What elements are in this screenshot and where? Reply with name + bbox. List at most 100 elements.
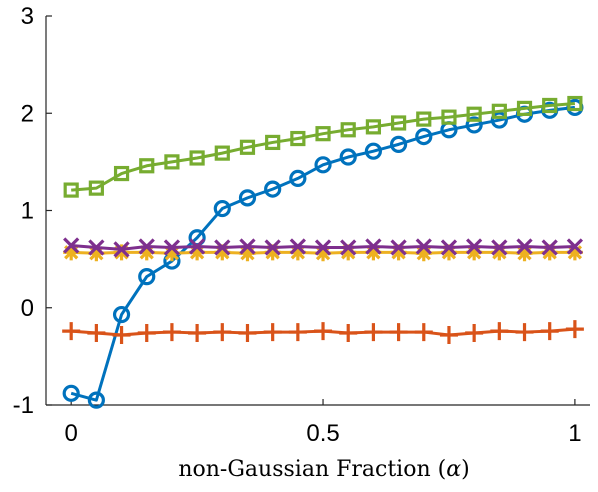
circle-marker (415, 127, 433, 146)
square-marker (441, 109, 457, 125)
plus-marker (490, 322, 509, 341)
asterisk-marker (566, 244, 583, 261)
plus-marker (238, 324, 257, 343)
circle-marker (238, 189, 257, 207)
axes: -1 0 1 2 3 0 0.5 1 (13, 3, 590, 447)
x-marker (88, 239, 105, 256)
asterisk-marker (63, 244, 80, 261)
plot-area (62, 95, 584, 409)
asterisk-marker (315, 245, 332, 262)
x-marker (466, 238, 483, 255)
series-line (71, 102, 576, 192)
square-marker (315, 126, 331, 142)
circle-marker (490, 111, 508, 129)
circle-marker (314, 156, 332, 174)
circle-marker (289, 169, 307, 188)
plus-marker (112, 325, 131, 344)
x-marker (138, 238, 155, 255)
square-marker (113, 165, 130, 182)
x-marker (113, 241, 130, 258)
plus-marker (188, 324, 207, 343)
asterisk-marker (163, 245, 180, 262)
asterisk-marker (516, 245, 533, 262)
x-tick-label: 1 (568, 420, 581, 447)
square-marker (189, 150, 205, 166)
plus-marker (389, 323, 408, 342)
x-tick-label: 0.5 (306, 420, 339, 447)
circle-marker (112, 305, 131, 324)
square-marker (466, 106, 482, 122)
circle-marker (138, 268, 156, 286)
asterisk-marker (239, 245, 256, 262)
x-marker (541, 239, 558, 256)
square-marker (390, 115, 407, 131)
square-marker (365, 119, 382, 135)
y-tick-label: 2 (21, 100, 34, 127)
square-marker (416, 111, 432, 127)
plus-marker (540, 322, 559, 341)
square-marker (139, 158, 155, 174)
plus-marker (414, 323, 433, 342)
circle-marker (87, 391, 105, 409)
square-marker (542, 97, 558, 114)
x-tick-label: 0 (65, 420, 78, 447)
plus-marker (263, 323, 282, 342)
x-axis-title-close: ) (461, 457, 470, 482)
circle-marker (364, 142, 383, 160)
plus-marker (364, 323, 383, 342)
plus-marker (137, 324, 156, 343)
square-marker (516, 100, 533, 116)
series-x (63, 237, 584, 258)
x-marker (63, 237, 80, 254)
square-marker (340, 122, 356, 138)
asterisk-marker (340, 244, 357, 261)
y-tick-label: 1 (21, 198, 34, 225)
x-marker (390, 239, 407, 256)
asterisk-marker (440, 244, 457, 261)
y-tick-label: 0 (21, 295, 34, 322)
asterisk-marker (138, 244, 155, 261)
plus-marker (162, 323, 181, 342)
square-marker (63, 182, 79, 198)
asterisk-marker (491, 244, 508, 261)
plus-marker (288, 323, 307, 342)
plus-marker (515, 323, 534, 342)
asterisk-marker (189, 244, 206, 261)
x-marker (239, 238, 256, 255)
circle-marker (264, 180, 282, 198)
y-tick-label: 3 (21, 3, 34, 30)
x-axis-title-text: non-Gaussian Fraction ( (178, 457, 446, 482)
series-square (63, 95, 583, 198)
square-marker (214, 145, 230, 161)
x-marker (214, 239, 231, 256)
plus-marker (314, 322, 333, 341)
asterisk-marker (214, 244, 231, 261)
circle-marker (389, 135, 408, 153)
asterisk-marker (365, 244, 382, 261)
circle-marker (465, 116, 483, 134)
x-marker (163, 239, 181, 256)
series-plus (62, 320, 584, 344)
square-marker (88, 180, 104, 196)
x-marker (516, 238, 533, 255)
asterisk-marker (466, 244, 483, 261)
x-marker (340, 239, 357, 256)
plus-marker (87, 324, 106, 343)
asterisk-marker (88, 245, 105, 262)
square-marker (290, 130, 306, 147)
x-marker (365, 238, 382, 255)
series-asterisk (63, 244, 583, 262)
x-marker (440, 239, 458, 256)
square-marker (491, 103, 507, 119)
x-marker (314, 239, 332, 256)
asterisk-marker (415, 245, 432, 262)
plus-marker (465, 324, 484, 343)
plus-marker (62, 322, 81, 341)
plus-marker (439, 325, 458, 344)
x-marker (188, 238, 206, 255)
y-tick-label: -1 (13, 392, 34, 419)
x-axis-title: non-Gaussian Fraction (α) (178, 457, 469, 482)
square-marker (265, 134, 281, 151)
asterisk-marker (113, 244, 130, 261)
square-marker (164, 154, 180, 170)
